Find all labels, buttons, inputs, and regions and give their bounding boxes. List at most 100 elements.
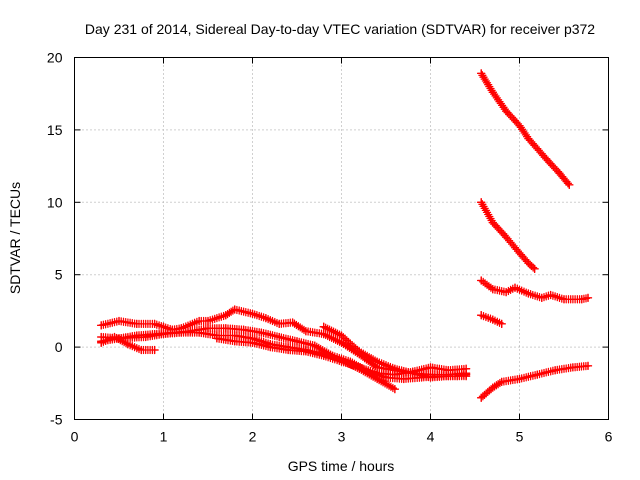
data-point xyxy=(488,315,497,324)
data-point xyxy=(568,363,578,372)
data-point xyxy=(132,319,141,329)
series-markers xyxy=(477,276,593,304)
data-point xyxy=(583,293,593,303)
data-point xyxy=(565,180,574,190)
data-point xyxy=(239,325,248,334)
series-layer xyxy=(97,69,593,402)
x-tick-label: 5 xyxy=(516,429,524,445)
data-point xyxy=(137,345,146,355)
data-point xyxy=(501,287,511,297)
series-track-g xyxy=(477,69,574,190)
chart-title: Day 231 of 2014, Sidereal Day-to-day VTE… xyxy=(85,21,595,37)
data-point xyxy=(515,248,524,258)
data-point xyxy=(97,337,106,346)
data-point xyxy=(461,371,471,381)
data-point xyxy=(524,134,533,143)
data-point xyxy=(319,329,328,339)
data-point xyxy=(288,318,297,327)
data-point xyxy=(337,338,346,347)
data-point xyxy=(230,305,239,314)
data-point xyxy=(444,371,453,381)
data-point xyxy=(159,329,168,339)
data-point xyxy=(150,345,159,355)
y-tick-label: -5 xyxy=(50,412,63,428)
data-point xyxy=(524,289,533,298)
data-point xyxy=(177,328,186,337)
series-track-j xyxy=(477,311,506,329)
x-tick-label: 3 xyxy=(338,429,346,445)
data-point xyxy=(497,377,506,387)
data-point xyxy=(408,369,417,378)
x-tick-label: 4 xyxy=(427,429,435,445)
data-point xyxy=(355,347,364,356)
y-tick-label: 10 xyxy=(47,194,63,210)
data-point xyxy=(355,363,364,372)
data-point xyxy=(97,321,106,330)
data-point xyxy=(488,88,497,97)
data-point xyxy=(390,384,400,394)
data-point xyxy=(319,322,328,331)
grid xyxy=(74,57,609,420)
data-point xyxy=(337,331,346,340)
data-point xyxy=(426,363,435,372)
data-point xyxy=(159,322,168,331)
data-point xyxy=(319,351,328,360)
data-point xyxy=(230,337,239,346)
data-point xyxy=(550,366,560,375)
data-point xyxy=(515,374,524,384)
data-point xyxy=(477,393,486,402)
data-point xyxy=(372,369,382,378)
y-tick-label: 20 xyxy=(47,50,63,66)
data-point xyxy=(203,316,213,326)
data-point xyxy=(150,319,159,329)
data-point xyxy=(583,361,593,371)
y-tick-label: 5 xyxy=(55,267,63,283)
data-point xyxy=(372,357,382,366)
data-point xyxy=(477,198,486,207)
data-point xyxy=(537,293,546,303)
data-point xyxy=(301,327,311,336)
data-point xyxy=(301,347,311,356)
data-point xyxy=(194,328,204,337)
data-point xyxy=(515,121,524,130)
ticks: 0 1 2 3 4 5 6 -5 0 5 10 15 20 xyxy=(47,50,613,445)
data-point xyxy=(555,169,564,178)
series-track-k xyxy=(477,361,593,402)
data-point xyxy=(497,319,506,329)
y-tick-label: 0 xyxy=(55,339,63,355)
data-point xyxy=(275,319,284,329)
data-point xyxy=(261,313,271,323)
data-point xyxy=(212,334,222,343)
data-point xyxy=(141,332,150,342)
data-point xyxy=(488,285,497,294)
y-axis-label: SDTVAR / TECUs xyxy=(7,182,23,294)
data-point xyxy=(477,69,486,78)
series-track-h xyxy=(477,198,539,274)
data-point xyxy=(283,345,293,355)
data-point xyxy=(488,218,497,227)
x-tick-label: 6 xyxy=(605,429,613,445)
data-point xyxy=(310,341,319,350)
data-point xyxy=(510,283,520,292)
data-point xyxy=(194,316,204,326)
data-point xyxy=(337,357,346,366)
data-point xyxy=(501,232,511,242)
data-point xyxy=(221,324,230,333)
data-point xyxy=(559,295,569,304)
x-tick-label: 0 xyxy=(71,429,79,445)
series-track-i xyxy=(477,276,593,304)
series-markers xyxy=(477,361,593,402)
data-point xyxy=(257,328,266,337)
x-tick-label: 2 xyxy=(249,429,257,445)
data-point xyxy=(477,276,486,285)
data-point xyxy=(577,295,586,304)
data-point xyxy=(461,364,471,373)
data-point xyxy=(292,337,302,346)
series-markers xyxy=(477,69,574,190)
data-point xyxy=(275,332,284,342)
data-point xyxy=(501,106,511,116)
data-point xyxy=(530,264,539,274)
x-axis-label: GPS time / hours xyxy=(288,458,395,474)
data-point xyxy=(114,316,124,326)
